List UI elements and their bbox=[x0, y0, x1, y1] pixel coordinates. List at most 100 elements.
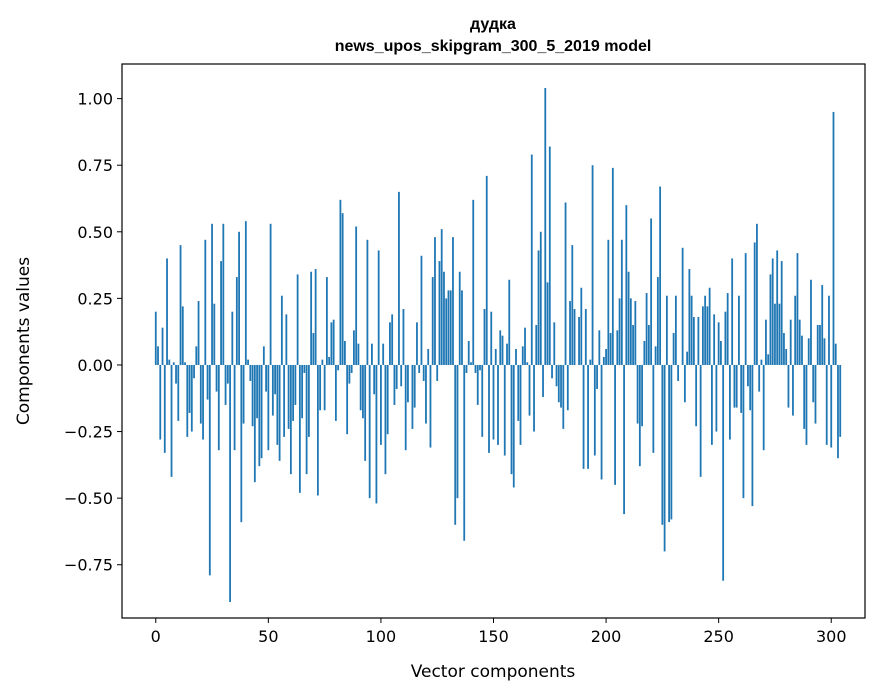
bar bbox=[393, 364, 396, 405]
bar bbox=[213, 303, 216, 365]
y-tick-label: −0.25 bbox=[64, 423, 113, 442]
bar bbox=[668, 364, 671, 523]
bar bbox=[494, 348, 497, 365]
bar bbox=[503, 364, 506, 456]
y-tick-label: 0.25 bbox=[77, 289, 113, 308]
bar bbox=[783, 333, 785, 365]
bar bbox=[584, 309, 587, 365]
bar bbox=[652, 364, 655, 453]
bar bbox=[337, 364, 340, 371]
bar bbox=[449, 290, 452, 365]
x-tick-label: 150 bbox=[478, 627, 509, 646]
bar bbox=[434, 237, 436, 365]
bar bbox=[837, 364, 839, 459]
bar bbox=[492, 364, 495, 440]
bar bbox=[303, 364, 306, 373]
bar bbox=[647, 325, 650, 365]
bar bbox=[321, 359, 324, 365]
bar bbox=[188, 364, 191, 413]
bar bbox=[670, 364, 673, 520]
bar bbox=[319, 364, 322, 411]
bar bbox=[722, 364, 725, 581]
bar bbox=[274, 364, 276, 395]
bar bbox=[384, 364, 387, 475]
y-tick-label: 0.50 bbox=[77, 223, 113, 242]
bar bbox=[296, 274, 299, 365]
bar bbox=[742, 364, 745, 499]
bar bbox=[222, 223, 225, 365]
bar bbox=[774, 303, 776, 365]
bar bbox=[407, 364, 409, 403]
bar bbox=[427, 348, 430, 365]
bar bbox=[452, 237, 454, 365]
bars-group bbox=[154, 87, 842, 603]
bar bbox=[765, 319, 767, 365]
bar bbox=[193, 364, 195, 379]
bar bbox=[181, 306, 184, 365]
bar bbox=[202, 364, 204, 440]
bar bbox=[375, 364, 378, 504]
bar bbox=[839, 364, 842, 437]
bar bbox=[706, 306, 709, 365]
bar bbox=[346, 364, 349, 435]
bar bbox=[787, 364, 790, 408]
bar bbox=[402, 309, 405, 365]
bar bbox=[616, 330, 619, 365]
bar bbox=[731, 258, 734, 365]
bar bbox=[681, 247, 684, 365]
bar bbox=[688, 269, 691, 365]
bar bbox=[204, 239, 207, 365]
bar bbox=[807, 338, 810, 365]
bar bbox=[751, 364, 754, 507]
bar bbox=[456, 364, 459, 499]
bar bbox=[659, 186, 662, 365]
bar bbox=[168, 359, 171, 365]
bar bbox=[546, 282, 549, 365]
bar bbox=[163, 364, 166, 453]
x-tick-label: 200 bbox=[591, 627, 622, 646]
bar bbox=[708, 287, 711, 365]
bar bbox=[314, 269, 317, 365]
bar bbox=[244, 221, 247, 365]
bar bbox=[276, 364, 279, 445]
bar bbox=[490, 311, 493, 365]
chart-title: дудка bbox=[470, 16, 516, 33]
bar bbox=[371, 343, 373, 365]
bar bbox=[325, 277, 328, 365]
bar bbox=[334, 364, 337, 421]
bar bbox=[596, 364, 598, 389]
bar bbox=[756, 223, 758, 365]
bar bbox=[229, 364, 231, 603]
bar bbox=[539, 231, 542, 365]
bar bbox=[517, 364, 520, 421]
bar bbox=[206, 364, 209, 400]
bar bbox=[803, 364, 806, 429]
y-tick-label: −0.50 bbox=[64, 489, 113, 508]
bar bbox=[638, 364, 641, 467]
bar bbox=[217, 364, 220, 451]
bar bbox=[285, 314, 288, 365]
bar bbox=[801, 335, 803, 365]
bar bbox=[195, 346, 198, 365]
bar bbox=[821, 285, 824, 365]
bar bbox=[499, 330, 502, 365]
bar bbox=[810, 279, 812, 365]
bar bbox=[330, 322, 333, 365]
bar bbox=[316, 364, 319, 496]
bar bbox=[753, 242, 756, 365]
bar bbox=[382, 343, 385, 365]
bar bbox=[776, 250, 779, 365]
bar bbox=[260, 364, 263, 459]
bar bbox=[762, 364, 765, 451]
bar bbox=[792, 364, 794, 416]
bar bbox=[157, 346, 159, 365]
bar bbox=[179, 245, 182, 365]
bar bbox=[265, 364, 267, 392]
bar bbox=[711, 364, 713, 445]
bar bbox=[400, 364, 403, 387]
bar bbox=[497, 364, 499, 445]
bar bbox=[641, 364, 643, 427]
bar bbox=[704, 295, 707, 365]
bar bbox=[411, 364, 414, 429]
bar bbox=[744, 253, 747, 365]
